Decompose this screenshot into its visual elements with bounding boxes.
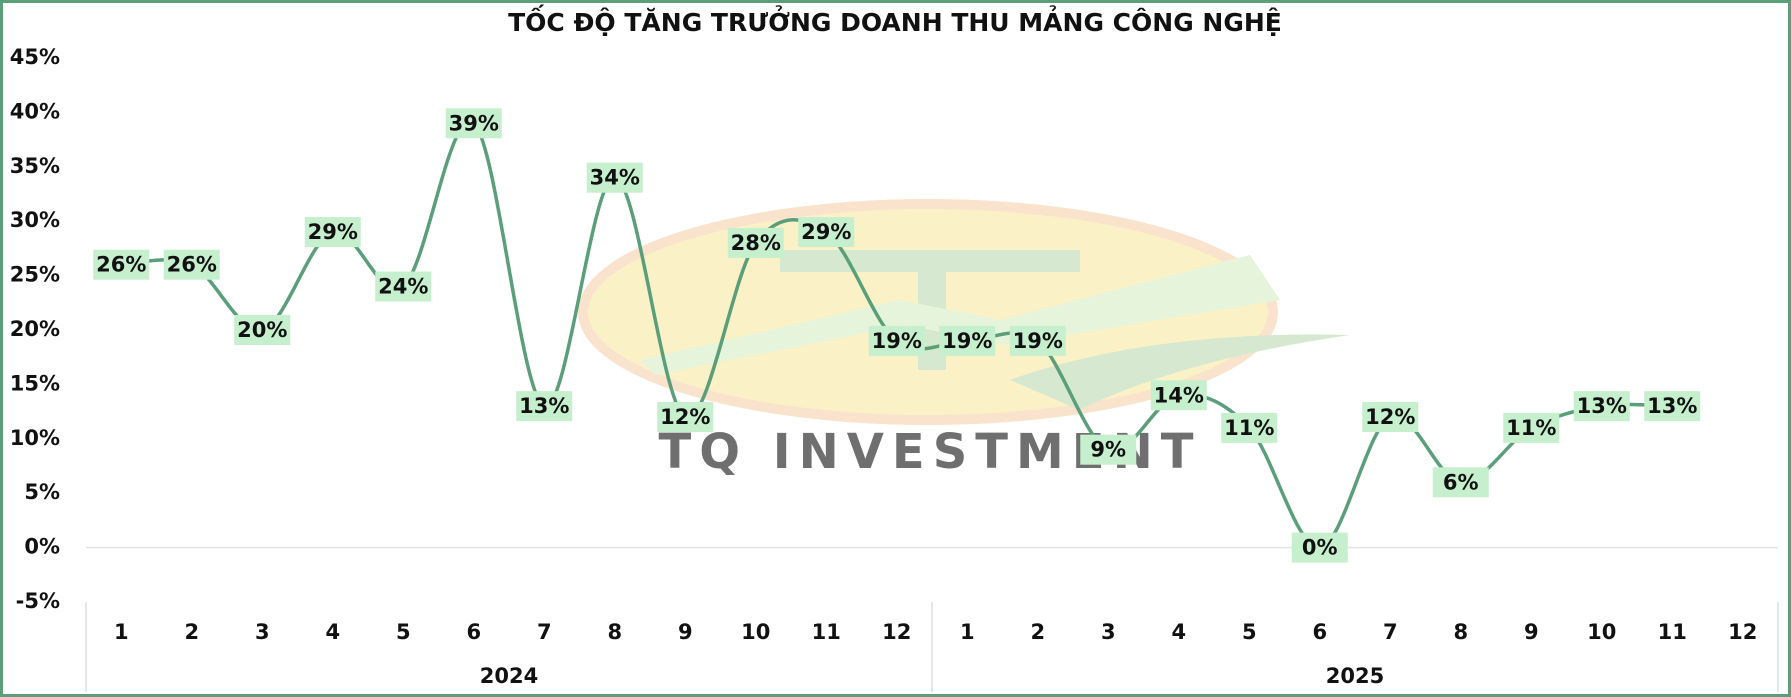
data-label: 26%	[96, 253, 146, 277]
data-label-box	[1503, 412, 1560, 443]
data-label-box	[1080, 434, 1137, 465]
data-label-box	[798, 217, 855, 248]
x-tick-label: 8	[1453, 620, 1468, 644]
data-label-box	[727, 227, 784, 258]
data-label-box	[1291, 532, 1348, 563]
x-tick-label: 6	[1312, 620, 1327, 644]
x-tick-label: 12	[882, 620, 911, 644]
data-label-box	[93, 249, 150, 280]
data-label: 34%	[590, 166, 640, 190]
x-tick-label: 7	[537, 620, 552, 644]
data-label-box	[1150, 380, 1207, 411]
x-tick-label: 11	[812, 620, 841, 644]
data-label: 26%	[167, 253, 217, 277]
data-label-box	[1644, 391, 1701, 422]
y-tick-label: 25%	[10, 263, 60, 287]
data-label: 9%	[1090, 438, 1126, 462]
x-group-label: 2024	[480, 664, 538, 688]
data-label-box	[445, 108, 502, 139]
x-tick-label: 10	[1587, 620, 1616, 644]
x-tick-label: 4	[325, 620, 340, 644]
watermark-logo	[578, 199, 1350, 425]
data-label: 11%	[1224, 416, 1274, 440]
data-label: 14%	[1154, 383, 1204, 407]
x-tick-label: 1	[960, 620, 975, 644]
x-tick-label: 12	[1728, 620, 1757, 644]
data-label-box	[163, 249, 220, 280]
data-label-box	[657, 402, 714, 433]
y-tick-label: 20%	[10, 317, 60, 341]
y-tick-label: 15%	[10, 371, 60, 395]
x-tick-label: 2	[184, 620, 199, 644]
y-tick-label: 45%	[10, 45, 60, 69]
data-label: 13%	[1647, 394, 1697, 418]
x-tick-label: 5	[1242, 620, 1257, 644]
y-tick-label: -5%	[16, 589, 60, 613]
data-label: 29%	[308, 220, 358, 244]
data-label: 6%	[1443, 470, 1479, 494]
data-label: 19%	[1013, 329, 1063, 353]
data-label: 0%	[1302, 536, 1338, 560]
x-tick-label: 10	[741, 620, 770, 644]
data-label-box	[516, 391, 573, 422]
x-tick-label: 3	[1101, 620, 1116, 644]
x-tick-label: 3	[255, 620, 270, 644]
y-tick-label: 30%	[10, 208, 60, 232]
data-label: 11%	[1506, 416, 1556, 440]
data-label-box	[1573, 391, 1630, 422]
data-label-box	[304, 217, 361, 248]
x-tick-label: 8	[607, 620, 622, 644]
x-tick-label: 1	[114, 620, 129, 644]
data-label: 29%	[801, 220, 851, 244]
data-label: 20%	[237, 318, 287, 342]
x-group-label: 2025	[1326, 664, 1384, 688]
data-label: 19%	[872, 329, 922, 353]
data-label: 19%	[942, 329, 992, 353]
data-label-box	[1432, 467, 1489, 498]
data-label: 39%	[449, 111, 499, 135]
y-tick-label: 10%	[10, 426, 60, 450]
data-label-box	[868, 325, 925, 356]
x-tick-label: 9	[678, 620, 693, 644]
x-tick-label: 4	[1171, 620, 1186, 644]
y-tick-label: 35%	[10, 154, 60, 178]
x-tick-label: 7	[1383, 620, 1398, 644]
y-tick-label: 5%	[24, 480, 60, 504]
data-label: 13%	[519, 394, 569, 418]
data-label: 12%	[1365, 405, 1415, 429]
x-tick-label: 9	[1524, 620, 1539, 644]
data-label: 28%	[731, 231, 781, 255]
y-tick-label: 0%	[24, 535, 60, 559]
x-tick-label: 6	[466, 620, 481, 644]
data-label-box	[586, 162, 643, 193]
data-label-box	[1362, 402, 1419, 433]
x-tick-label: 5	[396, 620, 411, 644]
data-label-box	[375, 271, 432, 302]
data-label: 12%	[660, 405, 710, 429]
data-label-box	[1009, 325, 1066, 356]
chart-title: TỐC ĐỘ TĂNG TRƯỞNG DOANH THU MẢNG CÔNG N…	[508, 4, 1282, 37]
x-tick-label: 2	[1030, 620, 1045, 644]
x-tick-label: 11	[1658, 620, 1687, 644]
data-label-box	[939, 325, 996, 356]
data-label-box	[234, 315, 291, 345]
data-label: 24%	[378, 274, 428, 298]
data-label: 13%	[1577, 394, 1627, 418]
y-tick-label: 40%	[10, 99, 60, 123]
data-label-box	[1221, 412, 1278, 443]
